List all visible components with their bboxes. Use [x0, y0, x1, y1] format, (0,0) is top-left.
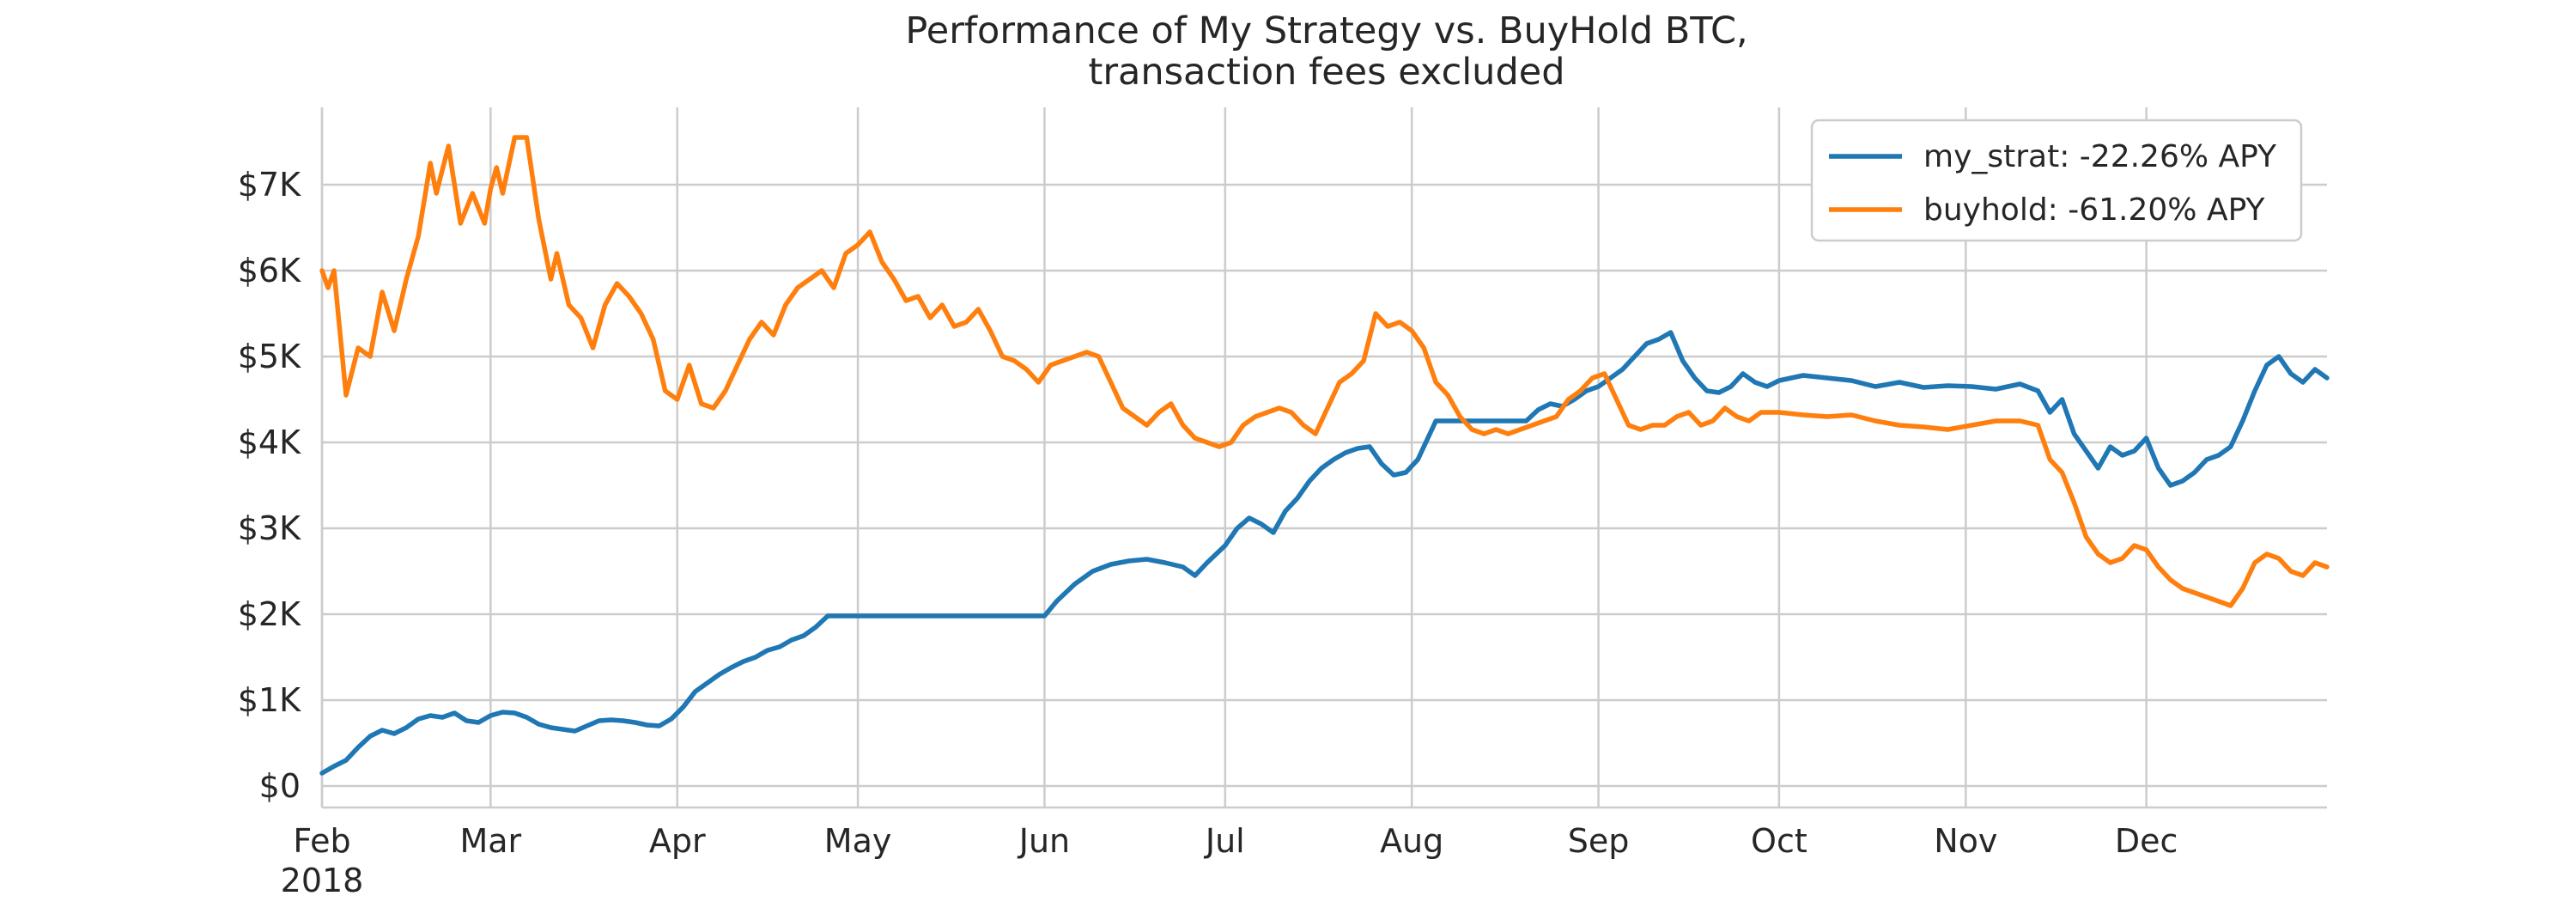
y-tick-label: $1K: [238, 681, 301, 719]
legend-label-buyhold: buyhold: -61.20% APY: [1923, 192, 2265, 228]
y-tick-label: $4K: [238, 424, 301, 461]
x-tick-label: Apr: [649, 822, 706, 860]
series-line-buyhold: [319, 135, 2330, 608]
x-tick-sublabel: 2018: [281, 862, 364, 899]
chart-subtitle: transaction fees excluded: [1089, 51, 1565, 94]
x-tick-label: Aug: [1380, 822, 1443, 860]
y-tick-label: $2K: [238, 595, 301, 633]
x-tick-label: Jun: [1018, 822, 1070, 860]
legend: my_strat: -22.26% APY buyhold: -61.20% A…: [1810, 119, 2303, 242]
chart-title: Performance of My Strategy vs. BuyHold B…: [905, 9, 1747, 52]
legend-label-my-strat: my_strat: -22.26% APY: [1923, 139, 2277, 174]
x-tick-label: Jul: [1204, 822, 1245, 860]
chart-title-group: Performance of My Strategy vs. BuyHold B…: [905, 9, 1747, 94]
y-tick-label: $6K: [238, 252, 301, 289]
legend-box: [1810, 119, 2303, 242]
x-tick-label: Sep: [1568, 822, 1630, 860]
y-tick-label: $0: [259, 767, 301, 805]
y-tick-label: $3K: [238, 509, 301, 547]
x-tick-label: Feb: [293, 822, 350, 860]
x-tick-label: May: [824, 822, 892, 860]
x-tick-label: Nov: [1934, 822, 1997, 860]
x-tick-label: Mar: [459, 822, 521, 860]
series-line-my-strat: [319, 330, 2330, 776]
x-tick-label: Oct: [1751, 822, 1807, 860]
series-lines: [319, 135, 2330, 776]
x-tick-label: Dec: [2115, 822, 2178, 860]
y-tick-label: $5K: [238, 338, 301, 375]
y-tick-label: $7K: [238, 166, 301, 204]
